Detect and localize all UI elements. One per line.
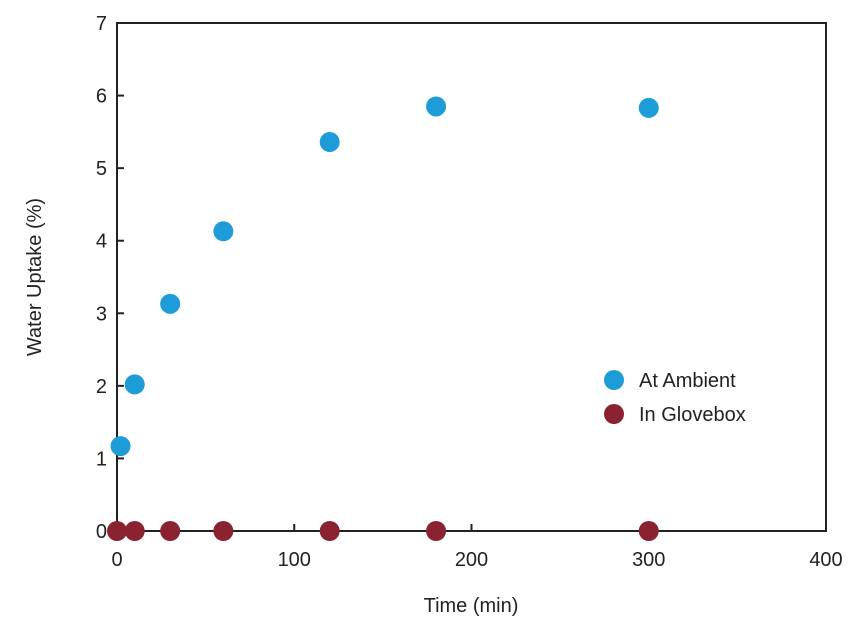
data-point bbox=[319, 521, 340, 541]
y-tick-label: 4 bbox=[96, 231, 107, 253]
data-point bbox=[160, 521, 181, 541]
x-tick-label: 400 bbox=[809, 549, 842, 571]
legend-label: In Glovebox bbox=[639, 404, 746, 426]
y-tick-label: 0 bbox=[96, 521, 107, 543]
data-point bbox=[107, 521, 127, 541]
legend-marker bbox=[604, 404, 624, 424]
legend-marker bbox=[604, 370, 624, 390]
data-point bbox=[638, 521, 659, 541]
y-tick-label: 2 bbox=[96, 376, 107, 398]
x-axis: 0 100 200 300 400 bbox=[111, 524, 843, 571]
y-axis: 0 1 2 3 4 5 6 7 bbox=[96, 13, 124, 543]
y-tick-label: 6 bbox=[96, 86, 107, 108]
y-axis-label: Water Uptake (%) bbox=[24, 198, 46, 356]
data-point bbox=[124, 374, 145, 395]
x-axis-label: Time (min) bbox=[424, 595, 519, 617]
data-point bbox=[213, 521, 234, 541]
data-point bbox=[319, 132, 340, 153]
legend: At Ambient In Glovebox bbox=[604, 370, 746, 426]
data-point bbox=[426, 96, 447, 117]
x-tick-label: 0 bbox=[111, 549, 122, 571]
series-in-glovebox bbox=[107, 521, 659, 541]
x-tick-label: 300 bbox=[632, 549, 665, 571]
y-tick-label: 3 bbox=[96, 303, 107, 325]
legend-label: At Ambient bbox=[639, 370, 736, 392]
data-point bbox=[638, 97, 659, 118]
data-point bbox=[160, 293, 181, 314]
data-points bbox=[107, 96, 659, 541]
x-tick-label: 100 bbox=[278, 549, 311, 571]
y-tick-label: 1 bbox=[96, 448, 107, 470]
data-point bbox=[426, 521, 447, 541]
data-point bbox=[124, 521, 145, 541]
y-tick-label: 5 bbox=[96, 158, 107, 180]
plot-area-frame bbox=[116, 22, 827, 532]
data-point bbox=[213, 221, 234, 242]
data-point bbox=[110, 436, 131, 457]
x-tick-label: 200 bbox=[455, 549, 488, 571]
series-at-ambient bbox=[110, 96, 659, 457]
y-tick-label: 7 bbox=[96, 13, 107, 35]
